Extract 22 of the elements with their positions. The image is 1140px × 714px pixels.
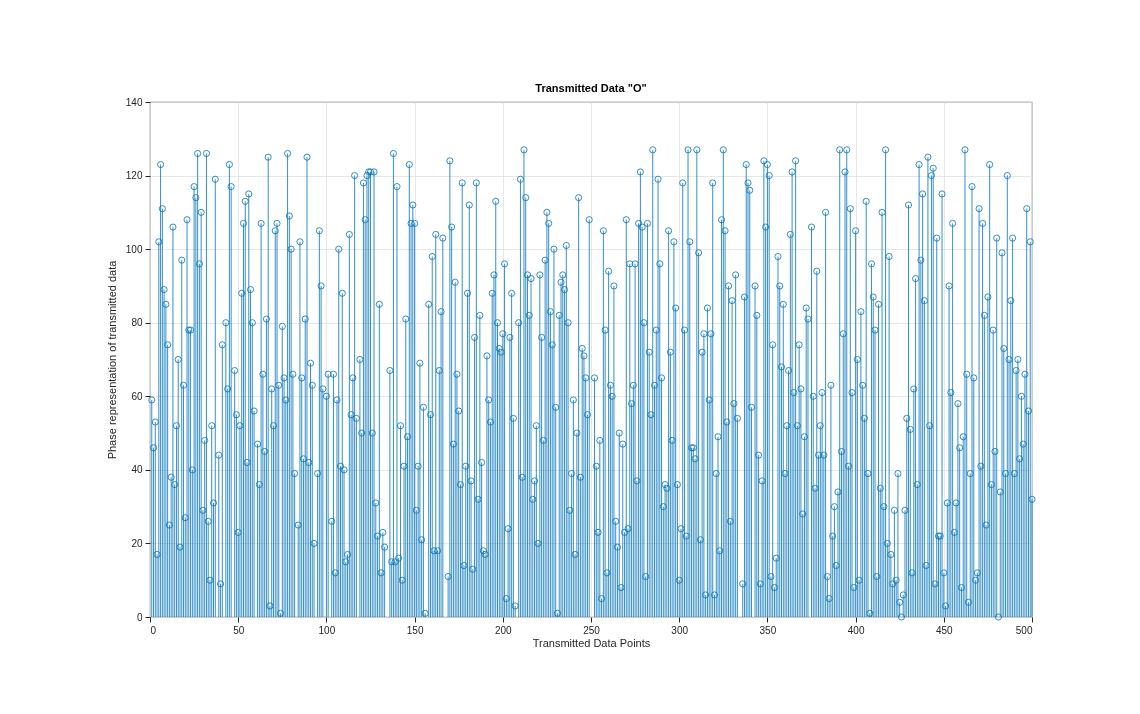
- x-tick-label: 150: [406, 624, 424, 636]
- y-tick-label: 60: [131, 390, 143, 402]
- x-tick-label: 300: [671, 624, 689, 636]
- y-tick-label: 80: [131, 317, 143, 329]
- x-tick-label: 350: [759, 624, 777, 636]
- y-tick-label: 100: [125, 243, 143, 255]
- y-tick-label: 40: [131, 464, 143, 476]
- x-tick-label: 100: [318, 624, 336, 636]
- x-axis-title: Transmitted Data Points: [532, 636, 651, 649]
- x-tick-label: 250: [583, 624, 601, 636]
- x-tick-label: 400: [847, 624, 865, 636]
- y-axis-title: Phase representation of transmitted data: [105, 259, 118, 460]
- x-tick-label: 200: [494, 624, 513, 636]
- chart-title: Transmitted Data "O": [535, 82, 647, 94]
- x-tick-label: 450: [935, 624, 954, 636]
- y-tick-label: 0: [136, 611, 143, 623]
- x-tick-label: 50: [233, 624, 245, 636]
- x-tick-label: 500: [1015, 624, 1033, 636]
- x-tick-label: 0: [150, 624, 157, 636]
- y-tick-label: 20: [131, 537, 143, 549]
- y-tick-label: 120: [125, 170, 143, 182]
- y-tick-label: 140: [125, 96, 143, 108]
